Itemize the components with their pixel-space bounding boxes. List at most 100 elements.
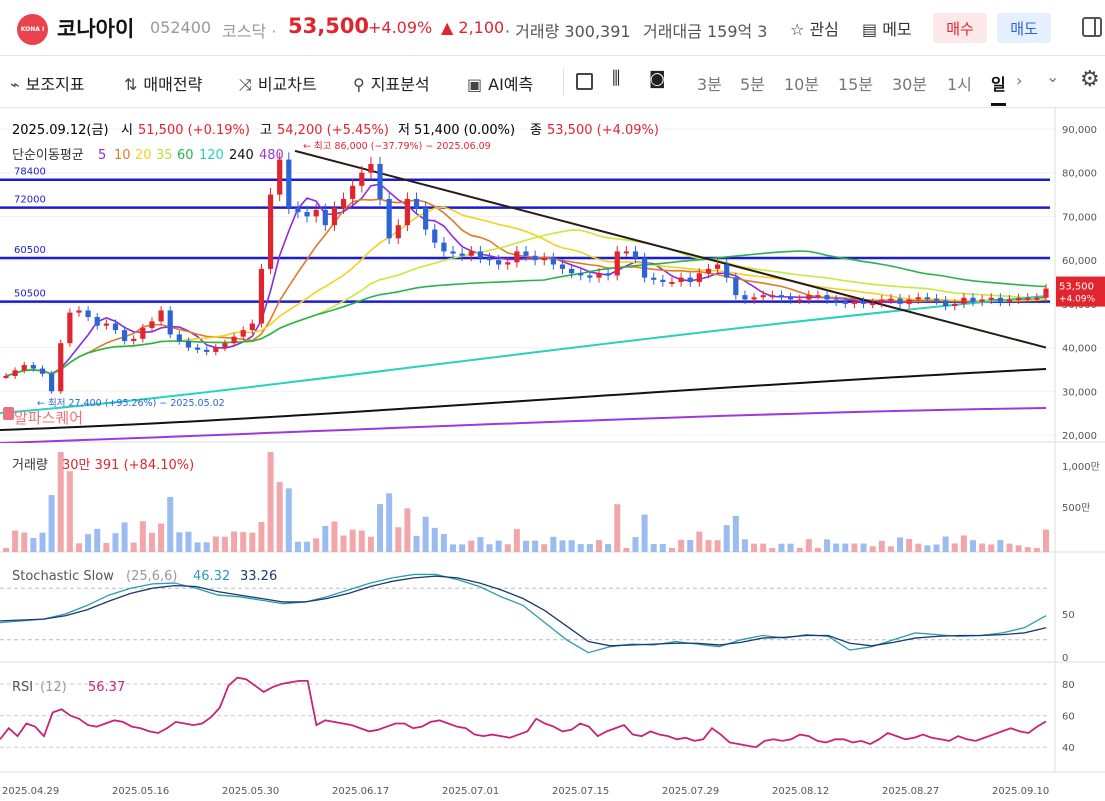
volume-bar xyxy=(112,533,119,552)
sell-button[interactable]: 매도 xyxy=(997,13,1051,43)
volume-bar xyxy=(148,532,155,552)
analysis-icon: ⚲ xyxy=(353,75,365,94)
candle xyxy=(851,301,858,304)
volume-bar xyxy=(185,531,192,552)
candle xyxy=(952,303,958,307)
ma-20: 20 xyxy=(135,148,152,163)
star-icon: ☆ xyxy=(790,20,810,39)
tf-3min[interactable]: 3분 xyxy=(697,75,722,94)
date-label: 2025.05.30 xyxy=(222,786,279,797)
candle xyxy=(651,277,657,280)
price-tick: 90,000 xyxy=(1062,125,1097,136)
candle xyxy=(1034,297,1040,300)
volume-bar xyxy=(459,544,466,552)
volume-bar xyxy=(495,540,502,552)
support-label: 72000 xyxy=(14,195,46,206)
volume-bar xyxy=(377,504,384,552)
stock-header: KONA I 코나아이 052400 코스닥 · 53,500 +4.09% ▲… xyxy=(0,0,1105,56)
strategy-button[interactable]: ⇅ 매매전략 xyxy=(124,75,203,94)
tf-15min[interactable]: 15분 xyxy=(838,75,874,94)
square-icon[interactable] xyxy=(576,73,593,90)
chevron-down-icon[interactable]: ⌄ xyxy=(1046,67,1060,86)
volume-bar xyxy=(1043,529,1049,552)
volume-bar xyxy=(94,528,101,552)
volume-bar xyxy=(988,544,995,552)
volume-bar xyxy=(75,543,82,552)
ma-120-line xyxy=(0,295,1047,414)
compare-button[interactable]: ⤨ 비교차트 xyxy=(239,75,317,94)
tf-30min[interactable]: 30분 xyxy=(892,75,928,94)
candle xyxy=(167,310,173,335)
ma-20-line xyxy=(5,206,1047,377)
volume-bar xyxy=(659,543,666,552)
volume-bar xyxy=(623,548,630,552)
tf-5min[interactable]: 5분 xyxy=(740,75,765,94)
candle xyxy=(541,257,547,261)
candle xyxy=(404,198,411,226)
tf-1hour[interactable]: 1시 xyxy=(947,75,972,94)
volume-bar xyxy=(57,452,64,552)
candle xyxy=(1006,299,1013,302)
memo-button[interactable]: ▤ 메모 xyxy=(862,20,912,39)
more-timeframes-icon[interactable]: › xyxy=(1016,71,1023,90)
side-panel-icon[interactable] xyxy=(1082,17,1102,37)
volume-bar xyxy=(240,532,247,552)
candle xyxy=(596,273,602,278)
tf-day[interactable]: 일 xyxy=(991,71,1006,106)
candle xyxy=(943,300,949,307)
buy-button[interactable]: 매수 xyxy=(933,13,987,43)
volume-bar xyxy=(139,521,146,552)
info-high: 54,200 (+5.45%) xyxy=(277,123,389,138)
candle-type-icon[interactable]: ⫼ xyxy=(612,68,621,89)
candle xyxy=(3,375,9,378)
candle xyxy=(185,341,192,348)
volume-bar xyxy=(678,539,685,552)
volume-bar xyxy=(304,541,311,552)
info-open-label: 시 xyxy=(121,123,133,138)
price-tick: 80,000 xyxy=(1062,169,1097,180)
indicator-button[interactable]: ⌁ 보조지표 xyxy=(10,75,85,94)
volume-bar xyxy=(1033,548,1040,552)
candle xyxy=(733,277,739,296)
candle xyxy=(58,343,64,392)
rsi-tick: 60 xyxy=(1062,712,1075,723)
volume-bar xyxy=(951,543,958,552)
candle xyxy=(249,323,255,331)
favorite-button[interactable]: ☆ 관심 xyxy=(790,20,839,39)
camera-icon[interactable]: ◙ xyxy=(649,69,666,89)
candle xyxy=(514,251,520,263)
support-label: 60500 xyxy=(14,245,46,256)
ma-60: 60 xyxy=(177,148,194,163)
volume-bar xyxy=(997,540,1004,552)
volume-tick: 1,000만 xyxy=(1062,461,1100,473)
candle xyxy=(496,260,502,265)
info-close: 53,500 (+4.09%) xyxy=(547,123,659,138)
date-label: 2025.06.17 xyxy=(332,786,389,797)
candle xyxy=(897,298,903,304)
candle xyxy=(359,172,365,186)
volume-bar xyxy=(641,514,648,552)
volume-bar xyxy=(833,543,840,552)
ai-predict-button[interactable]: ▣ AI예측 xyxy=(467,75,534,94)
analysis-button[interactable]: ⚲ 지표분석 xyxy=(353,75,430,94)
candle xyxy=(204,349,210,352)
price-tick: 40,000 xyxy=(1062,344,1097,355)
price-tick: 20,000 xyxy=(1062,431,1097,442)
candle xyxy=(559,264,566,269)
candle xyxy=(605,273,611,276)
price-tick: 30,000 xyxy=(1062,387,1097,398)
candle xyxy=(258,268,265,324)
tf-10min[interactable]: 10분 xyxy=(784,75,820,94)
volume-bar xyxy=(732,515,739,552)
date-label: 2025.09.10 xyxy=(992,786,1049,797)
gear-icon[interactable]: ⚙ xyxy=(1080,67,1100,92)
candle xyxy=(933,298,940,301)
info-low: 51,400 (0.00%) xyxy=(414,123,515,138)
info-high-label: 고 xyxy=(260,123,272,138)
stoch-k-value: 46.32 xyxy=(193,569,230,584)
volume-bar xyxy=(431,527,438,552)
trade-amount-text: 거래대금 159억 3 xyxy=(643,22,768,41)
candle xyxy=(505,262,511,265)
rsi-tick: 40 xyxy=(1062,743,1075,754)
